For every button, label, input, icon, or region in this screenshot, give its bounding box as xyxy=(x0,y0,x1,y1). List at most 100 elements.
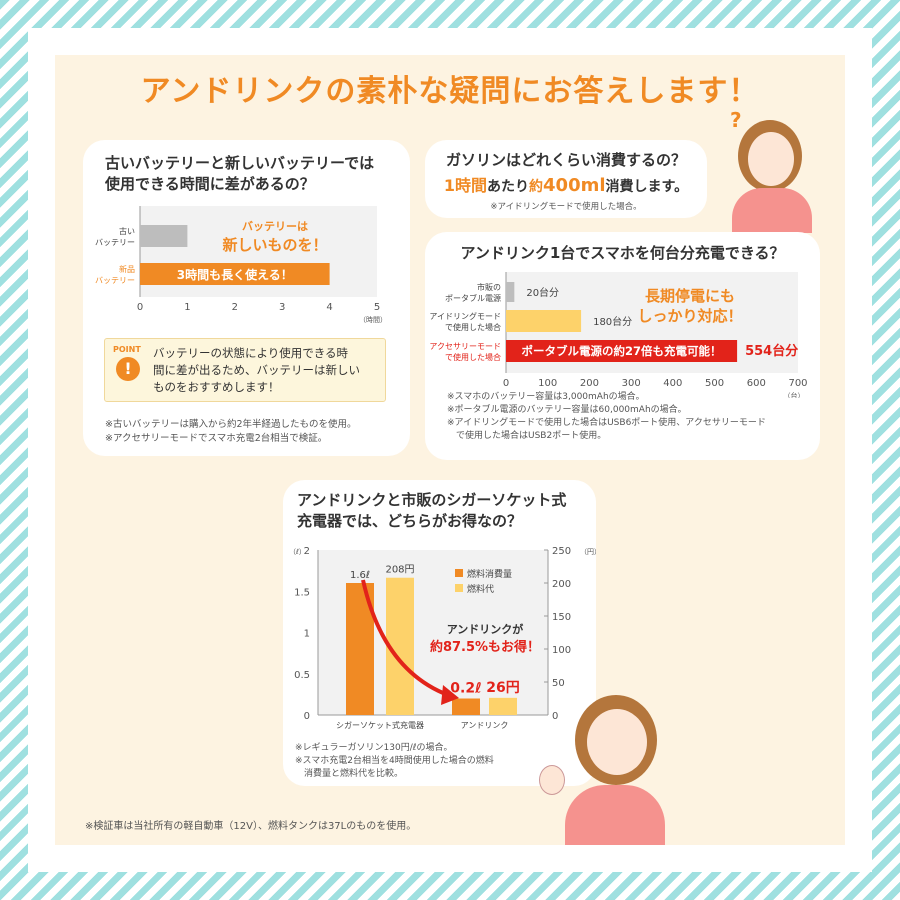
right-tick-label: 0 xyxy=(552,711,558,722)
arrow-head-icon xyxy=(441,685,459,705)
left-axis-unit: （ℓ） xyxy=(289,548,306,556)
point-box: POINT ! バッテリーの状態により使用できる時 間に差が出るため、バッテリー… xyxy=(104,338,386,402)
gasoline-question: ガソリンはどれくらい消費するの？ xyxy=(445,151,686,169)
battery-notes: ※古いバッテリーは購入から約2年半経過したものを使用。 ※アクセサリーモードでス… xyxy=(105,418,357,446)
left-tick-label: 2 xyxy=(304,546,310,557)
note-line: 消費量と燃料代を比較。 xyxy=(295,769,404,779)
bar xyxy=(140,263,330,285)
bar xyxy=(506,310,582,332)
legend-swatch xyxy=(455,584,463,592)
gasoline-answer: 1時間あたり約400ml消費します。 xyxy=(425,172,707,196)
comparison-notes: ※レギュラーガソリン130円/ℓの場合。 ※スマホ充電2台相当を4時間使用した場… xyxy=(295,742,494,781)
category-label: 市販の xyxy=(477,282,501,292)
category-label: アンドリンク xyxy=(461,721,509,730)
right-tick-label: 100 xyxy=(552,645,571,656)
x-tick-label: 400 xyxy=(663,378,682,389)
face xyxy=(587,709,647,775)
x-tick-label: 200 xyxy=(580,378,599,389)
right-tick-label: 200 xyxy=(552,579,571,590)
comparison-callout: アンドリンクが 約87.5%もお得！ xyxy=(420,621,550,657)
callout-line: 約87.5%もお得！ xyxy=(429,640,541,655)
category-label: シガーソケット式充電器 xyxy=(336,720,424,730)
point-line: バッテリーの状態により使用できる時 xyxy=(153,346,349,360)
smartphone-question: アンドリンク1台でスマホを何台分充電できる？ xyxy=(460,244,785,262)
right-tick-label: 250 xyxy=(552,546,571,557)
x-tick-label: 0 xyxy=(503,378,509,389)
data-label: 554台分 xyxy=(745,343,798,359)
callout-line: しっかり対応！ xyxy=(637,307,743,325)
data-label: 26円 xyxy=(486,680,519,696)
ok-sign-woman-illustration xyxy=(535,695,665,845)
question-mark-icon: ? xyxy=(730,108,742,132)
question-line: 充電器では、どちらがお得なの？ xyxy=(297,512,523,530)
smartphone-callout: 長期停電にも しっかり対応！ xyxy=(620,286,760,326)
bar xyxy=(506,282,515,302)
category-label: で使用した場合 xyxy=(445,322,501,332)
answer-approx: 約 xyxy=(529,179,544,195)
right-axis-unit: （円） xyxy=(580,548,596,556)
left-tick-label: 0 xyxy=(304,711,310,722)
right-tick-label: 50 xyxy=(552,678,565,689)
x-tick-label: 1 xyxy=(184,302,190,313)
bar xyxy=(140,225,188,247)
category-label: ポータブル電源 xyxy=(445,293,501,303)
note-line: ※アクセサリーモードでスマホ充電2台相当で検証。 xyxy=(105,433,328,444)
point-line: ものをおすすめします！ xyxy=(153,380,280,394)
data-label: 1.6ℓ xyxy=(350,570,370,581)
category-label: アクセサリーモード xyxy=(429,342,501,351)
category-label: アイドリングモード xyxy=(429,311,501,321)
gasoline-note: ※アイドリングモードで使用した場合。 xyxy=(490,202,642,212)
left-tick-label: 1.5 xyxy=(294,587,310,598)
point-label: POINT xyxy=(113,345,141,354)
note-line: ※ポータブル電源のバッテリー容量は60,000mAhの場合。 xyxy=(447,405,687,415)
shirt xyxy=(565,785,665,845)
battery-callout: バッテリーは 新しいものを！ xyxy=(200,218,350,255)
x-tick-label: 500 xyxy=(705,378,724,389)
left-tick-label: 1 xyxy=(304,629,310,640)
legend-label: 燃料代 xyxy=(467,583,494,595)
question-line: 使用できる時間に差があるの？ xyxy=(105,175,315,193)
legend-label: 燃料消費量 xyxy=(467,568,512,580)
x-tick-label: 5 xyxy=(374,302,380,313)
bar xyxy=(489,697,517,715)
callout-line: バッテリーは xyxy=(242,220,308,233)
answer-suffix: 消費します。 xyxy=(605,179,689,195)
battery-question: 古いバッテリーと新しいバッテリーでは 使用できる時間に差があるの？ xyxy=(105,153,374,195)
bar xyxy=(452,698,480,715)
new-bar-label: 3時間も長く使える！ xyxy=(177,267,293,282)
legend-swatch xyxy=(455,569,463,577)
shirt xyxy=(732,188,812,233)
callout-line: 新しいものを！ xyxy=(222,236,328,254)
category-label: 新品 xyxy=(119,264,135,274)
x-tick-label: 4 xyxy=(326,302,332,313)
thinking-woman-illustration: ? xyxy=(720,108,820,233)
note-line: ※古いバッテリーは購入から約2年半経過したものを使用。 xyxy=(105,419,357,430)
bar xyxy=(506,340,738,362)
category-label: バッテリー xyxy=(95,276,135,285)
smartphone-notes: ※スマホのバッテリー容量は3,000mAhの場合。 ※ポータブル電源のバッテリー… xyxy=(447,391,766,443)
x-tick-label: 700 xyxy=(788,378,807,389)
x-tick-label: 300 xyxy=(622,378,641,389)
note-line: ※スマホ充電2台相当を4時間使用した場合の燃料 xyxy=(295,756,494,766)
answer-hour: 1時間 xyxy=(443,176,488,195)
page-title: アンドリンクの素朴な疑問にお答えします！ xyxy=(140,74,760,109)
comparison-question: アンドリンクと市販のシガーソケット式 充電器では、どちらがお得なの？ xyxy=(297,490,566,532)
footer-note: ※検証車は当社所有の軽自動車（12V）、燃料タンクは37Lのものを使用。 xyxy=(85,821,417,832)
x-tick-label: 100 xyxy=(538,378,557,389)
category-label: で使用した場合 xyxy=(445,352,501,362)
x-tick-label: 0 xyxy=(137,302,143,313)
data-label: 0.2ℓ xyxy=(450,681,481,697)
data-label: 20台分 xyxy=(526,286,559,299)
comparison-chart: 0 0.5 1 1.5 2 0 50 100 150 200 250 （ℓ） （円） シガーソケット式充電… xyxy=(289,546,596,730)
question-line: アンドリンクと市販のシガーソケット式 xyxy=(297,491,567,509)
x-tick-label: 3 xyxy=(279,302,285,313)
note-line: ※スマホのバッテリー容量は3,000mAhの場合。 xyxy=(447,392,645,402)
face xyxy=(748,132,794,186)
answer-value: 400ml xyxy=(543,175,606,196)
red-bar-label: ポータブル電源の約27倍も充電可能！ xyxy=(521,344,722,358)
ok-hand-icon xyxy=(539,765,565,795)
exclamation-icon: ! xyxy=(116,357,140,381)
x-tick-label: 600 xyxy=(747,378,766,389)
